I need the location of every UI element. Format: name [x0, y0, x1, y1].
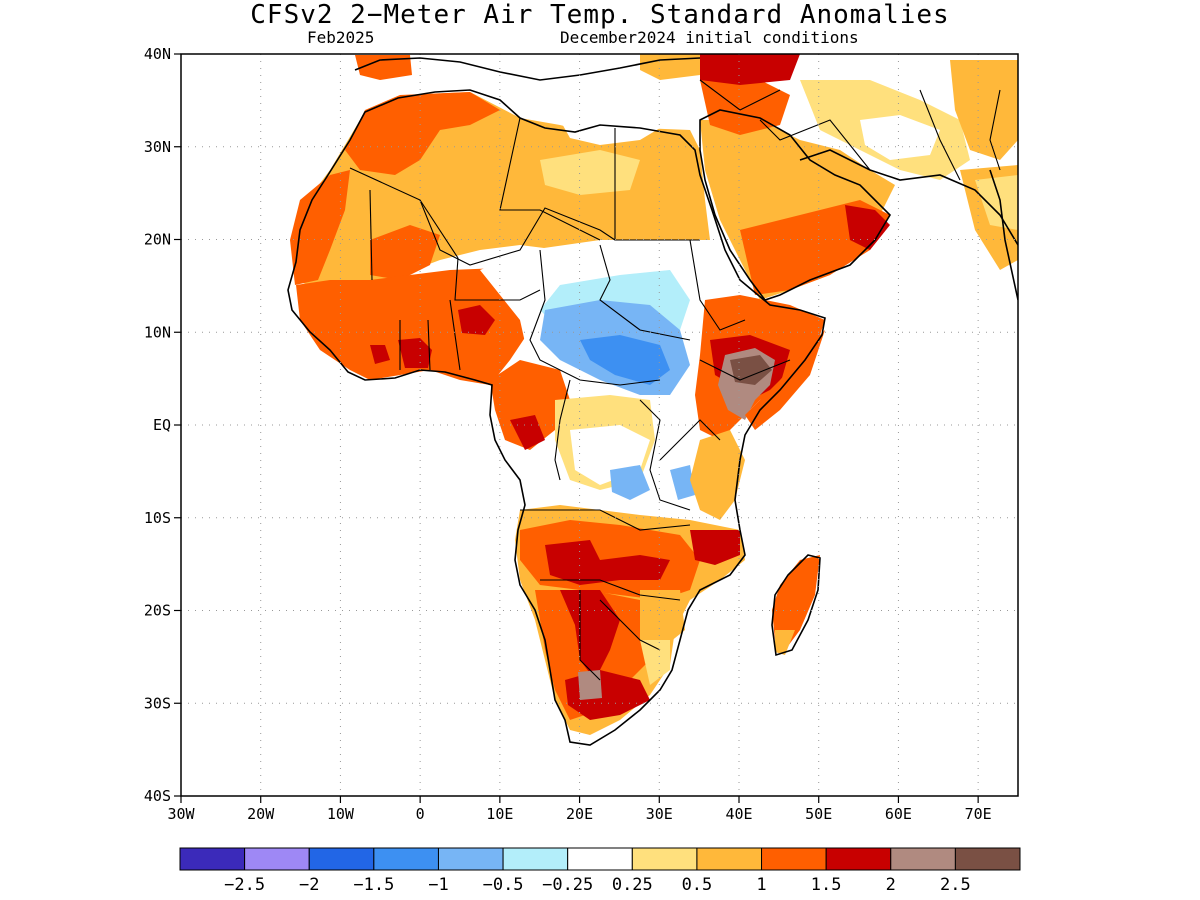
india-coast	[989, 169, 1018, 301]
anomaly-area-kenya-darkbrown	[730, 355, 772, 385]
chart-title: CFSv2 2−Meter Air Temp. Standard Anomali…	[250, 0, 950, 30]
lon-tick-label: 20W	[247, 805, 275, 823]
colorbar-label: 2.5	[940, 875, 971, 895]
anomaly-area-india-light	[975, 175, 1018, 230]
lat-tick-label: 30S	[144, 694, 171, 712]
grid-lines	[181, 54, 1018, 796]
anomaly-area-madagascar	[772, 555, 820, 650]
coastline	[287, 57, 1018, 746]
anomaly-area-guinea	[370, 345, 390, 364]
anomaly-area-pakistan	[950, 60, 1018, 160]
country-borders	[349, 79, 1001, 681]
anomaly-area-nigeria	[458, 305, 495, 335]
anomaly-area-mozambique-red	[690, 530, 740, 565]
lat-tick-label: 30N	[144, 138, 171, 156]
lat-tick-label: 10S	[144, 509, 171, 527]
anomaly-area-west-sahara	[290, 170, 350, 285]
anomaly-area-zimbabwe	[640, 590, 685, 650]
lon-tick-label: 0	[416, 805, 425, 823]
lon-tick-label: 40E	[725, 805, 752, 823]
lon-tick-label: 60E	[885, 805, 912, 823]
colorbar-label: −0.25	[542, 875, 593, 895]
anomaly-area-tunisia	[355, 55, 412, 80]
lon-tick-label: 10E	[486, 805, 513, 823]
lat-tick-label: 10N	[144, 323, 171, 341]
anomaly-area-south-africa-brown	[578, 670, 602, 700]
anomaly-area-iran-white	[860, 115, 940, 160]
anomaly-area-zambia-red	[545, 540, 670, 585]
colorbar-swatch	[825, 847, 892, 871]
colorbar-swatch	[437, 847, 504, 871]
anomaly-area-ghana	[398, 338, 432, 368]
anomaly-area-mali	[370, 225, 440, 280]
colorbar-label: −2	[299, 875, 319, 895]
lat-tick-label: 40N	[144, 45, 171, 63]
colorbar-swatch	[696, 847, 763, 871]
colorbar-label: 2	[886, 875, 896, 895]
colorbar-label: −0.5	[483, 875, 524, 895]
lat-tick-label: 20N	[144, 231, 171, 249]
lat-tick-label: 40S	[144, 787, 171, 805]
arabia-coastline	[699, 109, 892, 301]
anomaly-area-botswana-red	[560, 590, 620, 680]
colorbar: −2.5 −2 −1.5 −1 −0.5 −0.25 0.25 0.5 1 1.5 2 2.5	[179, 847, 1021, 895]
anomaly-area-sa-east	[640, 640, 670, 685]
anomaly-area-east-coast	[690, 430, 745, 520]
persian-gulf-coast	[799, 149, 1018, 246]
colorbar-swatch	[631, 847, 698, 871]
lon-tick-label: 20E	[566, 805, 593, 823]
europe-coastline	[354, 57, 701, 81]
colorbar-label: 1.5	[811, 875, 842, 895]
colorbar-swatch	[179, 847, 246, 871]
anomaly-area-drc-cool	[610, 465, 650, 500]
lat-tick-label: EQ	[153, 416, 171, 434]
colorbar-swatch	[567, 847, 633, 871]
colorbar-swatch	[502, 847, 569, 871]
anomaly-area-ssudan-cool	[580, 335, 670, 385]
colorbar-label: 0.25	[612, 875, 653, 895]
colorbar-swatch	[890, 847, 956, 871]
colorbar-label: 0.5	[682, 875, 713, 895]
colorbar-swatch	[244, 847, 310, 871]
forecast-month-label: Feb2025	[307, 28, 375, 47]
anomaly-area-maghreb	[345, 92, 500, 175]
lon-tick-label: 30W	[167, 805, 195, 823]
anomaly-shading	[290, 54, 1018, 735]
colorbar-label: −1	[428, 875, 448, 895]
anomaly-area-cameroon	[490, 360, 570, 450]
anomaly-area-madagascar-south	[775, 630, 795, 655]
lon-tick-label: 50E	[805, 805, 832, 823]
anomaly-area-oman	[845, 205, 890, 250]
lon-tick-label: 70E	[965, 805, 992, 823]
colorbar-label: −2.5	[224, 875, 265, 895]
anomaly-area-gabon	[510, 415, 545, 450]
lat-tick-label: 20S	[144, 602, 171, 620]
anomaly-area-egypt	[560, 118, 660, 145]
lon-tick-label: 30E	[646, 805, 673, 823]
anomaly-area-sahel	[296, 268, 530, 385]
africa-coastline	[287, 89, 826, 746]
colorbar-swatch	[308, 847, 375, 871]
initial-conditions-label: December2024 initial conditions	[560, 28, 859, 47]
lon-tick-label: 10W	[327, 805, 355, 823]
colorbar-label: −1.5	[353, 875, 394, 895]
colorbar-swatch	[954, 847, 1021, 871]
colorbar-swatch	[761, 847, 827, 871]
madagascar-coastline	[771, 554, 821, 657]
anomaly-area-tanzania-cool	[670, 465, 695, 500]
colorbar-swatch	[373, 847, 439, 871]
colorbar-label: 1	[756, 875, 766, 895]
anomaly-area-turkey	[700, 54, 800, 85]
